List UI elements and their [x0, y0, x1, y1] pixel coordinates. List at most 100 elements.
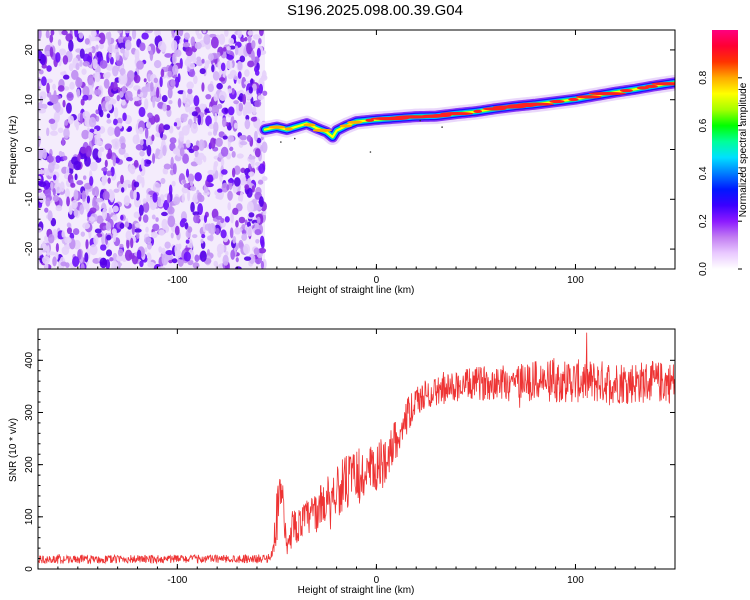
- noise-speck: [147, 112, 153, 119]
- ridge-peak: [428, 114, 452, 118]
- noise-speck: [152, 223, 160, 232]
- noise-speck: [173, 122, 178, 127]
- noise-speck: [112, 65, 119, 77]
- noise-speck: [153, 114, 160, 123]
- noise-speck: [233, 75, 239, 80]
- noise-speck: [212, 129, 218, 136]
- noise-speck: [216, 243, 225, 255]
- stray-point: [419, 119, 422, 122]
- noise-speck: [101, 175, 108, 184]
- snr-x-ticks: -100 0 100: [57, 329, 676, 586]
- noise-speck: [44, 207, 49, 213]
- noise-speck: [92, 36, 101, 42]
- noise-speck: [142, 198, 147, 204]
- noise-speck: [240, 37, 246, 43]
- noise-speck: [52, 195, 60, 202]
- noise-speck: [247, 60, 255, 68]
- noise-speck: [135, 144, 144, 151]
- noise-speck: [154, 30, 160, 37]
- chart-title: S196.2025.098.00.39.G04: [287, 2, 463, 19]
- noise-speck: [95, 197, 104, 203]
- noise-speck: [258, 37, 262, 45]
- noise-speck: [238, 174, 247, 186]
- noise-speck: [147, 261, 156, 268]
- noise-speck: [117, 248, 124, 257]
- noise-speck: [229, 146, 234, 152]
- noise-speck: [65, 102, 72, 114]
- noise-speck: [133, 211, 141, 219]
- noise-speck: [40, 243, 48, 253]
- noise-speck: [214, 113, 218, 123]
- noise-speck: [102, 190, 110, 201]
- noise-speck: [204, 60, 209, 69]
- noise-speck: [244, 119, 251, 130]
- noise-speck: [252, 34, 261, 40]
- noise-speck: [156, 87, 160, 99]
- noise-speck: [72, 228, 80, 236]
- noise-speck: [181, 193, 185, 203]
- noise-speck: [140, 158, 145, 170]
- noise-speck: [190, 201, 195, 213]
- noise-speck: [161, 247, 166, 255]
- noise-speck: [145, 159, 152, 165]
- noise-speck: [116, 94, 120, 102]
- noise-speck: [52, 83, 57, 91]
- noise-speck: [158, 246, 163, 253]
- noise-speck: [68, 63, 74, 72]
- noise-speck: [227, 178, 235, 184]
- x-tick-label: 100: [567, 575, 584, 586]
- noise-speck: [92, 196, 98, 209]
- noise-speck: [124, 221, 130, 228]
- noise-speck: [252, 198, 258, 204]
- snr-y-axis-label: SNR (10 * v/v): [8, 418, 19, 482]
- noise-speck: [207, 131, 213, 136]
- noise-speck: [220, 229, 227, 239]
- noise-speck: [245, 102, 252, 113]
- noise-speck: [126, 238, 130, 249]
- noise-speck: [145, 30, 153, 34]
- noise-speck: [188, 62, 196, 70]
- noise-speck: [133, 159, 139, 168]
- noise-speck: [109, 192, 115, 203]
- noise-speck: [236, 153, 244, 159]
- noise-speck: [245, 114, 250, 121]
- noise-speck: [104, 159, 108, 168]
- snr-plot: -100 0 100 0 100 200 300 400 Height of straigh…: [8, 328, 676, 596]
- noise-speck: [218, 112, 224, 117]
- noise-speck: [242, 94, 247, 105]
- noise-speck: [220, 146, 229, 157]
- noise-speck: [221, 117, 227, 128]
- noise-speck: [99, 59, 108, 69]
- noise-speck: [185, 46, 193, 57]
- noise-speck: [207, 169, 215, 175]
- noise-speck: [44, 50, 52, 56]
- noise-speck: [233, 165, 241, 175]
- noise-speck: [134, 222, 141, 228]
- noise-speck: [193, 75, 198, 85]
- noise-speck: [237, 30, 243, 39]
- noise-speck: [118, 147, 126, 155]
- noise-speck: [172, 147, 180, 155]
- noise-speck: [155, 148, 160, 157]
- noise-speck: [124, 49, 130, 58]
- noise-speck: [178, 132, 185, 142]
- noise-speck: [41, 76, 47, 87]
- noise-speck: [88, 216, 95, 222]
- noise-speck: [248, 155, 256, 160]
- noise-speck: [254, 130, 258, 142]
- noise-speck: [111, 139, 116, 144]
- noise-speck: [244, 184, 250, 190]
- y-tick-label: 400: [24, 352, 35, 369]
- colorbar: 0.0 0.2 0.4 0.6 0.8 Normalized spectral ampl…: [698, 30, 749, 276]
- noise-speck: [161, 95, 168, 103]
- noise-speck: [258, 196, 264, 208]
- snr-x-axis-label: Height of straight line (km): [298, 585, 415, 596]
- noise-speck: [247, 35, 252, 43]
- noise-speck: [202, 30, 207, 34]
- noise-speck: [136, 174, 143, 185]
- noise-speck: [139, 42, 146, 52]
- noise-speck: [68, 205, 73, 216]
- noise-speck: [202, 103, 207, 109]
- noise-speck: [88, 47, 93, 53]
